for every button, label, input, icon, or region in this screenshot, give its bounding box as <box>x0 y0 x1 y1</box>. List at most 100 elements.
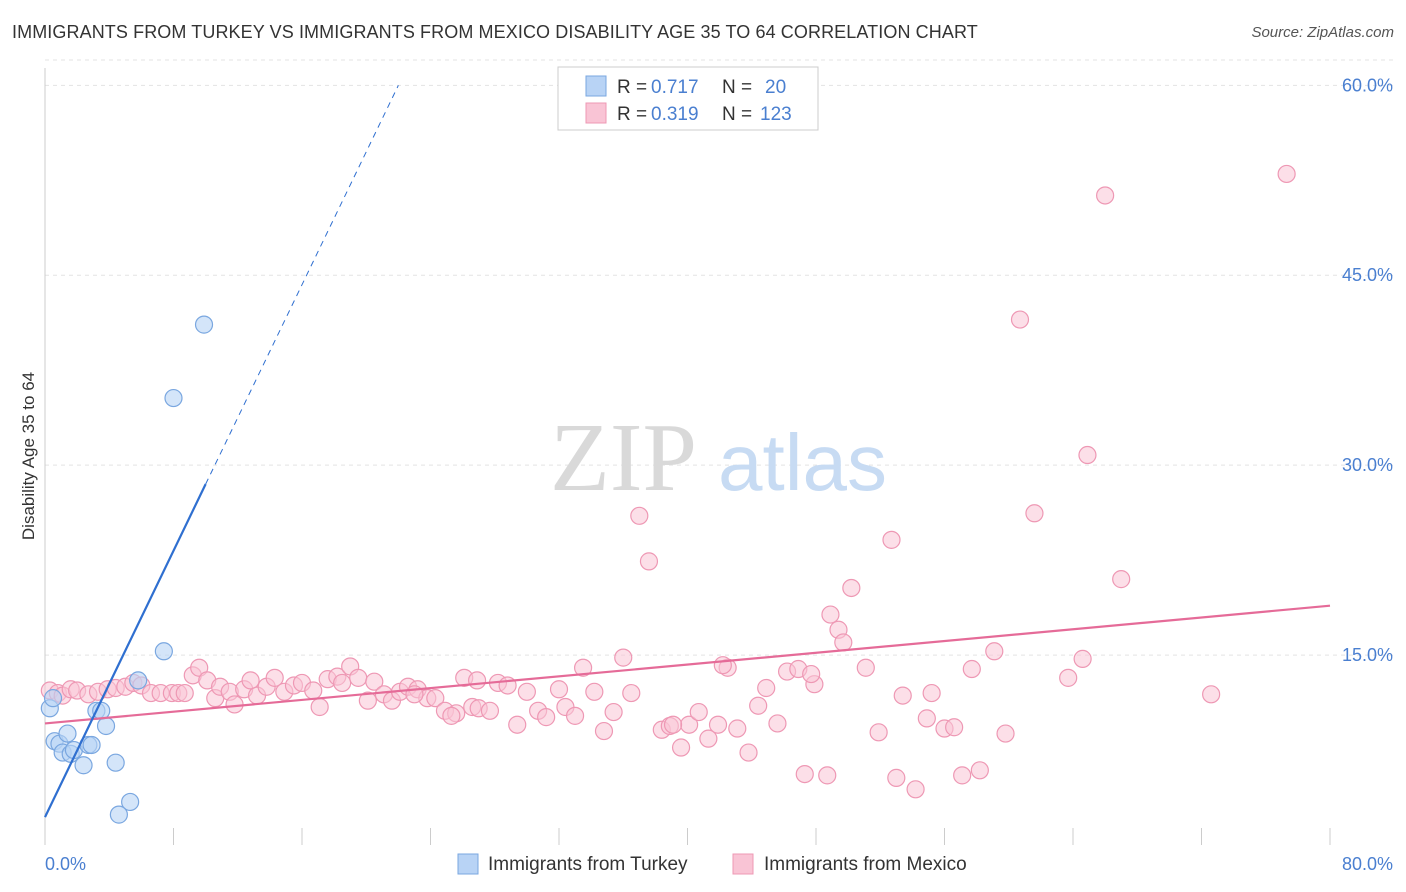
mexico-point <box>1277 164 1296 184</box>
turkey-n-label: N = <box>722 77 752 98</box>
grid-layer: 15.0% 30.0% 45.0% 60.0% <box>45 59 1393 665</box>
turkey-point <box>129 671 148 690</box>
mexico-point <box>1025 504 1044 523</box>
mexico-point <box>882 530 901 549</box>
mexico-point <box>310 697 329 717</box>
mexico-point <box>442 706 461 725</box>
mexico-point <box>508 715 527 734</box>
mexico-point <box>869 723 888 742</box>
mexico-point <box>768 714 787 733</box>
mexico-point <box>671 738 691 757</box>
mexico-point <box>906 780 925 799</box>
mexico-point <box>945 718 964 737</box>
mexico-point <box>749 696 768 715</box>
mexico-point <box>1202 685 1221 704</box>
mexico-point <box>708 715 728 734</box>
mexico-point <box>893 686 912 705</box>
turkey-point <box>96 716 116 736</box>
mexico-point <box>699 729 718 748</box>
watermark-atlas: atlas <box>718 418 887 507</box>
mexico-point <box>365 672 384 691</box>
mexico-point <box>614 648 633 667</box>
mexico-point <box>985 642 1004 661</box>
mexico-point <box>821 605 840 624</box>
mexico-point <box>917 709 936 728</box>
mexico-point <box>304 681 323 700</box>
chart-title: IMMIGRANTS FROM TURKEY VS IMMIGRANTS FRO… <box>12 22 978 42</box>
watermark: ZIP atlas <box>550 404 887 512</box>
mexico-point <box>887 768 906 787</box>
mexico-point <box>467 671 487 690</box>
mexico-point <box>426 689 445 708</box>
mexico-point <box>622 683 641 703</box>
series-legend: Immigrants from Turkey Immigrants from M… <box>457 853 967 875</box>
mexico-point <box>922 683 941 703</box>
mexico-point <box>175 683 194 703</box>
mexico-point <box>795 764 814 784</box>
mexico-point <box>480 701 500 720</box>
mexico-point <box>842 578 861 598</box>
mexico-point <box>333 673 352 693</box>
turkey-n-value: 20 <box>765 77 786 98</box>
turkey-point <box>74 756 93 775</box>
mexico-points <box>40 164 1296 799</box>
y-tick-label: 15.0% <box>1342 645 1393 665</box>
mexico-point <box>585 682 604 701</box>
mexico-point <box>1073 649 1092 668</box>
y-tick-label: 60.0% <box>1342 75 1393 95</box>
mexico-point <box>802 664 821 684</box>
mexico-point <box>549 680 569 699</box>
turkey-r-value: 0.717 <box>651 77 699 98</box>
turkey-trend-extension <box>205 85 399 485</box>
source-label: Source: ZipAtlas.com <box>1251 24 1394 41</box>
mexico-point <box>962 659 981 679</box>
x-tick-label-min: 0.0% <box>45 854 86 874</box>
mexico-point <box>953 766 972 785</box>
mexico-point <box>818 766 837 785</box>
mexico-point <box>1078 445 1097 465</box>
mexico-point <box>573 658 593 677</box>
mexico-point <box>996 724 1015 743</box>
y-axis-label: Disability Age 35 to 64 <box>19 372 38 540</box>
mexico-point <box>1112 570 1131 589</box>
watermark-zip: ZIP <box>550 404 697 512</box>
mexico-point <box>757 678 776 698</box>
mexico-r-value: 0.319 <box>651 104 699 125</box>
turkey-point <box>82 735 101 755</box>
y-tick-label: 45.0% <box>1342 265 1393 285</box>
mexico-point <box>265 668 284 687</box>
mexico-point <box>565 706 585 725</box>
legend-swatch-turkey <box>457 853 479 875</box>
mexico-trend-line <box>44 604 1331 725</box>
turkey-trend-line <box>44 483 207 818</box>
mexico-point <box>856 658 875 677</box>
turkey-point <box>164 388 183 408</box>
mexico-point <box>639 552 659 571</box>
mexico-point <box>834 633 853 652</box>
turkey-point <box>106 753 125 772</box>
turkey-point <box>154 642 173 661</box>
mexico-point <box>349 668 368 687</box>
turkey-points <box>40 315 214 824</box>
mexico-point <box>594 721 614 741</box>
mexico-n-label: N = <box>722 104 752 125</box>
x-tick-label-max: 80.0% <box>1342 854 1393 874</box>
trend-layer <box>44 85 1331 818</box>
mexico-point <box>241 671 260 690</box>
legend-label-turkey: Immigrants from Turkey <box>488 854 688 875</box>
turkey-swatch <box>585 75 607 97</box>
turkey-point <box>43 689 63 708</box>
mexico-point <box>630 506 649 525</box>
mexico-point <box>358 691 377 710</box>
mexico-point <box>663 715 683 734</box>
mexico-point <box>1010 310 1030 329</box>
mexico-point <box>970 761 989 780</box>
mexico-point <box>517 682 536 701</box>
mexico-point <box>1096 186 1115 205</box>
turkey-point <box>194 315 214 334</box>
stats-legend: R = 0.717 N = 20 R = 0.319 N = 123 <box>557 66 819 131</box>
legend-label-mexico: Immigrants from Mexico <box>764 854 967 875</box>
mexico-point <box>739 743 758 762</box>
turkey-r-label: R = <box>617 77 647 98</box>
